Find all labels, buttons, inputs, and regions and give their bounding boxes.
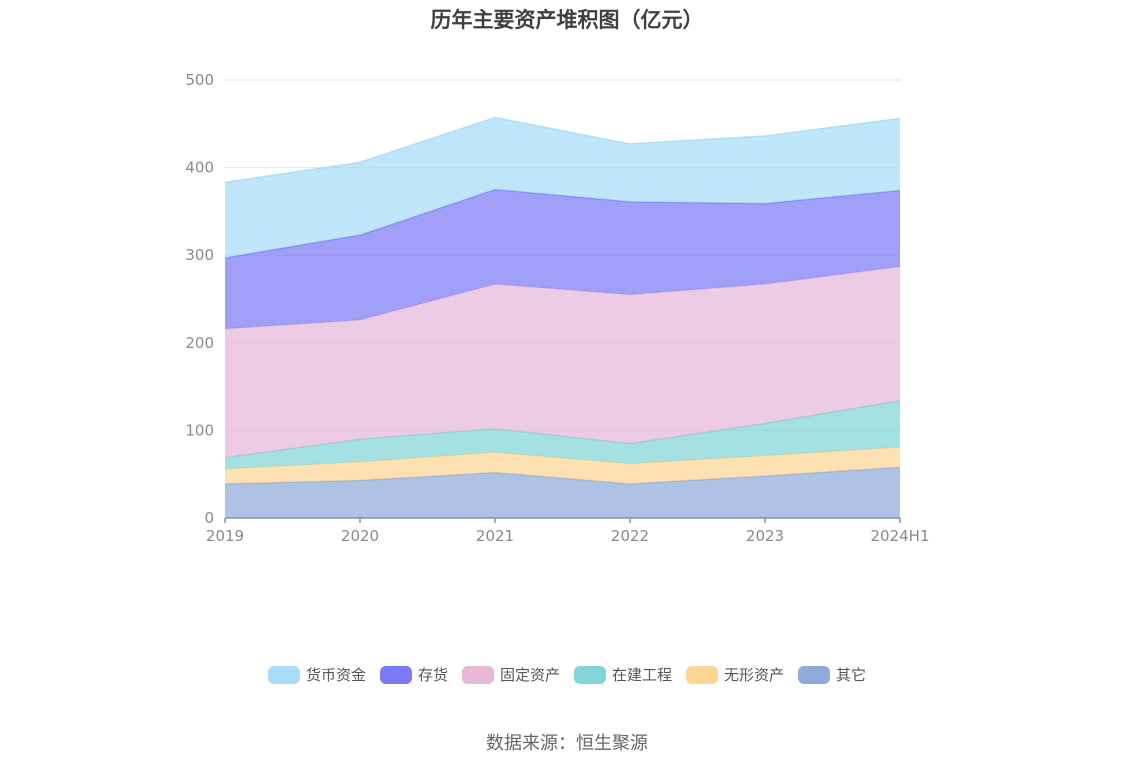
legend-item[interactable]: 在建工程 [574, 664, 672, 685]
area-series [224, 116, 901, 518]
area-series-0[interactable] [225, 467, 900, 518]
area-series-2[interactable] [225, 400, 900, 469]
legend-item[interactable]: 存货 [379, 664, 448, 685]
legend-swatch [574, 665, 606, 684]
y-tick-label: 300 [185, 246, 214, 264]
chart-title: 历年主要资产堆积图（亿元） [430, 8, 704, 32]
legend-item[interactable]: 无形资产 [686, 664, 784, 685]
area-series-5[interactable] [225, 117, 900, 258]
x-tick-label: 2024H1 [871, 527, 930, 545]
y-tick-label: 200 [185, 334, 214, 352]
legend-swatch [461, 665, 494, 684]
area-series-1[interactable] [225, 447, 900, 484]
legend-label: 固定资产 [499, 666, 560, 684]
x-tick-label: 2022 [611, 527, 649, 545]
legend-swatch [267, 665, 300, 684]
x-tick-label: 2021 [476, 527, 514, 545]
legend-label: 无形资产 [724, 666, 785, 684]
legend-item[interactable]: 货币资金 [267, 664, 366, 685]
legend-item[interactable]: 其它 [798, 664, 866, 685]
y-tick-label: 100 [185, 421, 214, 439]
legend-swatch [379, 665, 412, 684]
legend-label: 存货 [417, 666, 448, 684]
legend-label: 其它 [836, 666, 867, 684]
y-tick-label: 400 [185, 159, 214, 177]
x-tick-label: 2020 [341, 527, 379, 545]
y-tick-label: 0 [204, 509, 214, 527]
legend-swatch [686, 665, 719, 684]
area-series-3[interactable] [225, 266, 900, 458]
x-tick-label: 2023 [746, 527, 784, 545]
legend-label: 在建工程 [612, 666, 673, 684]
legend-label: 货币资金 [305, 666, 366, 684]
y-tick-label: 500 [185, 71, 214, 89]
data-source: 数据来源：恒生聚源 [486, 733, 648, 754]
x-tick-label: 2019 [206, 527, 244, 545]
area-series-edge-5 [224, 116, 901, 184]
legend-swatch [798, 665, 831, 684]
legend-item[interactable]: 固定资产 [461, 664, 560, 685]
axes: 0 100 200 300 400 500 2019 2020 2021 2022 2023 2024… [185, 71, 929, 545]
legend: 货币资金 存货 固定资产 在建工程 无形资产 其它 [0, 664, 1134, 685]
